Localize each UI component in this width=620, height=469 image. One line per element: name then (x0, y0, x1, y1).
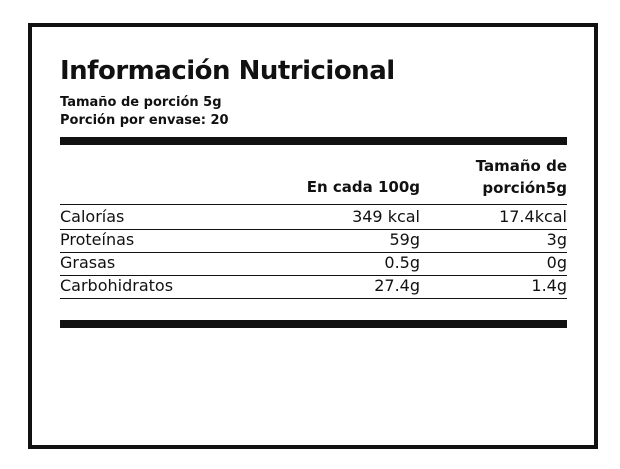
rule (60, 229, 567, 230)
frame (28, 23, 598, 449)
column-header: Tamaño de (475, 157, 567, 175)
value-cell: 17.4kcal (499, 207, 567, 226)
value-cell: 349 kcal (352, 207, 420, 226)
rule (60, 298, 567, 299)
thick-bar (60, 137, 567, 145)
thick-bar (60, 320, 567, 328)
nutrient-name: Calorías (60, 207, 125, 226)
column-header: porción5g (482, 179, 567, 197)
rule (60, 275, 567, 276)
value-cell: 27.4g (374, 276, 420, 295)
nutrient-name: Carbohidratos (60, 276, 174, 295)
servings-per-container: Porción por envase: 20 (60, 113, 229, 128)
rule (60, 252, 567, 253)
value-cell: 3g (546, 230, 567, 249)
nutrient-name: Proteínas (60, 230, 135, 249)
serving-size: Tamaño de porción 5g (60, 95, 222, 110)
value-cell: 1.4g (531, 276, 567, 295)
column-header: En cada 100g (306, 178, 420, 196)
nutrient-name: Grasas (60, 253, 116, 272)
value-cell: 59g (389, 230, 420, 249)
value-cell: 0g (546, 253, 567, 272)
rule (60, 204, 567, 205)
value-cell: 0.5g (384, 253, 420, 272)
title: Información Nutricional (60, 56, 395, 86)
